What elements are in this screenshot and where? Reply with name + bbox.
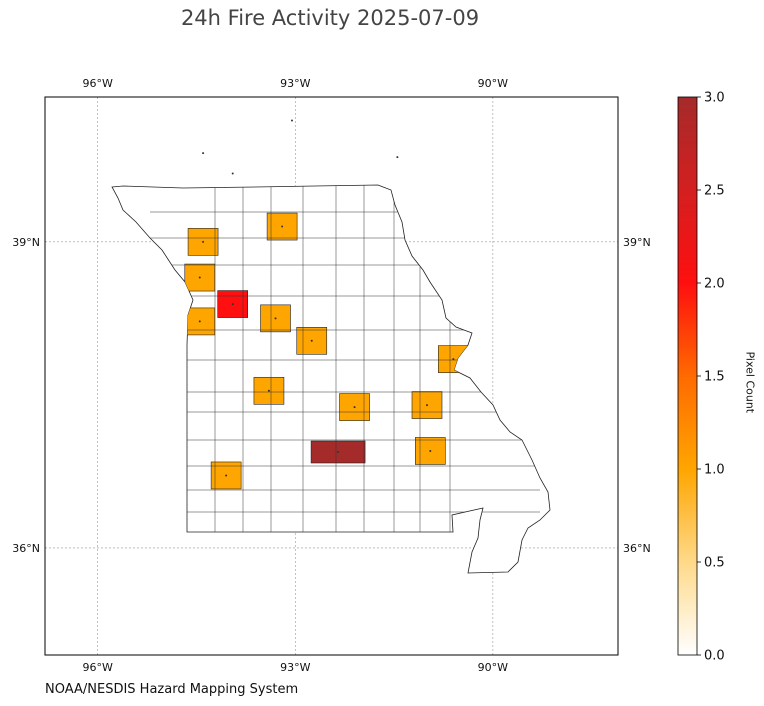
- fire-dot: [231, 303, 234, 306]
- lon-label-top: 90°W: [478, 77, 508, 90]
- lon-label-top: 93°W: [280, 77, 310, 90]
- fire-detections: [198, 119, 455, 477]
- fire-dot: [310, 339, 313, 342]
- colorbar-tick-label: 0.0: [704, 649, 725, 664]
- colorbar-tick-label: 1.0: [704, 463, 725, 478]
- lat-label-right: 39°N: [623, 236, 651, 249]
- fire-dot: [198, 320, 201, 323]
- fire-dot: [274, 317, 277, 320]
- credit-text: NOAA/NESDIS Hazard Mapping System: [45, 682, 299, 697]
- lon-label-top: 96°W: [83, 77, 113, 90]
- fire-dot: [225, 474, 228, 477]
- fire-dot: [202, 152, 205, 155]
- lon-label-bottom: 96°W: [83, 661, 113, 674]
- fire-dot: [290, 119, 293, 122]
- lat-label-left: 36°N: [12, 542, 40, 555]
- fire-dot: [452, 358, 455, 361]
- map-border: [44, 96, 619, 656]
- colorbar-tick-label: 3.0: [704, 91, 725, 106]
- fire-dot: [281, 225, 284, 228]
- lon-label-bottom: 90°W: [478, 661, 508, 674]
- lat-label-left: 39°N: [12, 236, 40, 249]
- map-title: 24h Fire Activity 2025-07-09: [180, 6, 480, 30]
- fire-dot: [198, 276, 201, 279]
- axis-labels: 96°W 96°W 93°W 93°W 90°W 90°W 39°N 39°N 36°N 36°N: [12, 77, 650, 674]
- fire-dot: [267, 389, 270, 392]
- fire-dot: [429, 449, 432, 452]
- colorbar: [677, 96, 698, 656]
- fire-dot: [426, 404, 428, 407]
- colorbar-tick-label: 0.5: [704, 556, 725, 571]
- fire-dot: [396, 156, 399, 159]
- colorbar-tick-label: 2.0: [704, 277, 725, 292]
- fire-dot: [231, 172, 234, 175]
- colorbar-label: Pixel Count: [743, 351, 757, 414]
- fire-dot: [337, 450, 340, 453]
- colorbar-tick-label: 1.5: [704, 370, 725, 385]
- fire-dot: [353, 406, 356, 409]
- colorbar-ticks: 0.0 0.5 1.0 1.5 2.0 2.5 3.0: [697, 91, 725, 664]
- lat-label-right: 36°N: [623, 542, 651, 555]
- fire-dot: [202, 240, 205, 243]
- colorbar-tick-label: 2.5: [704, 184, 725, 199]
- lon-label-bottom: 93°W: [280, 661, 310, 674]
